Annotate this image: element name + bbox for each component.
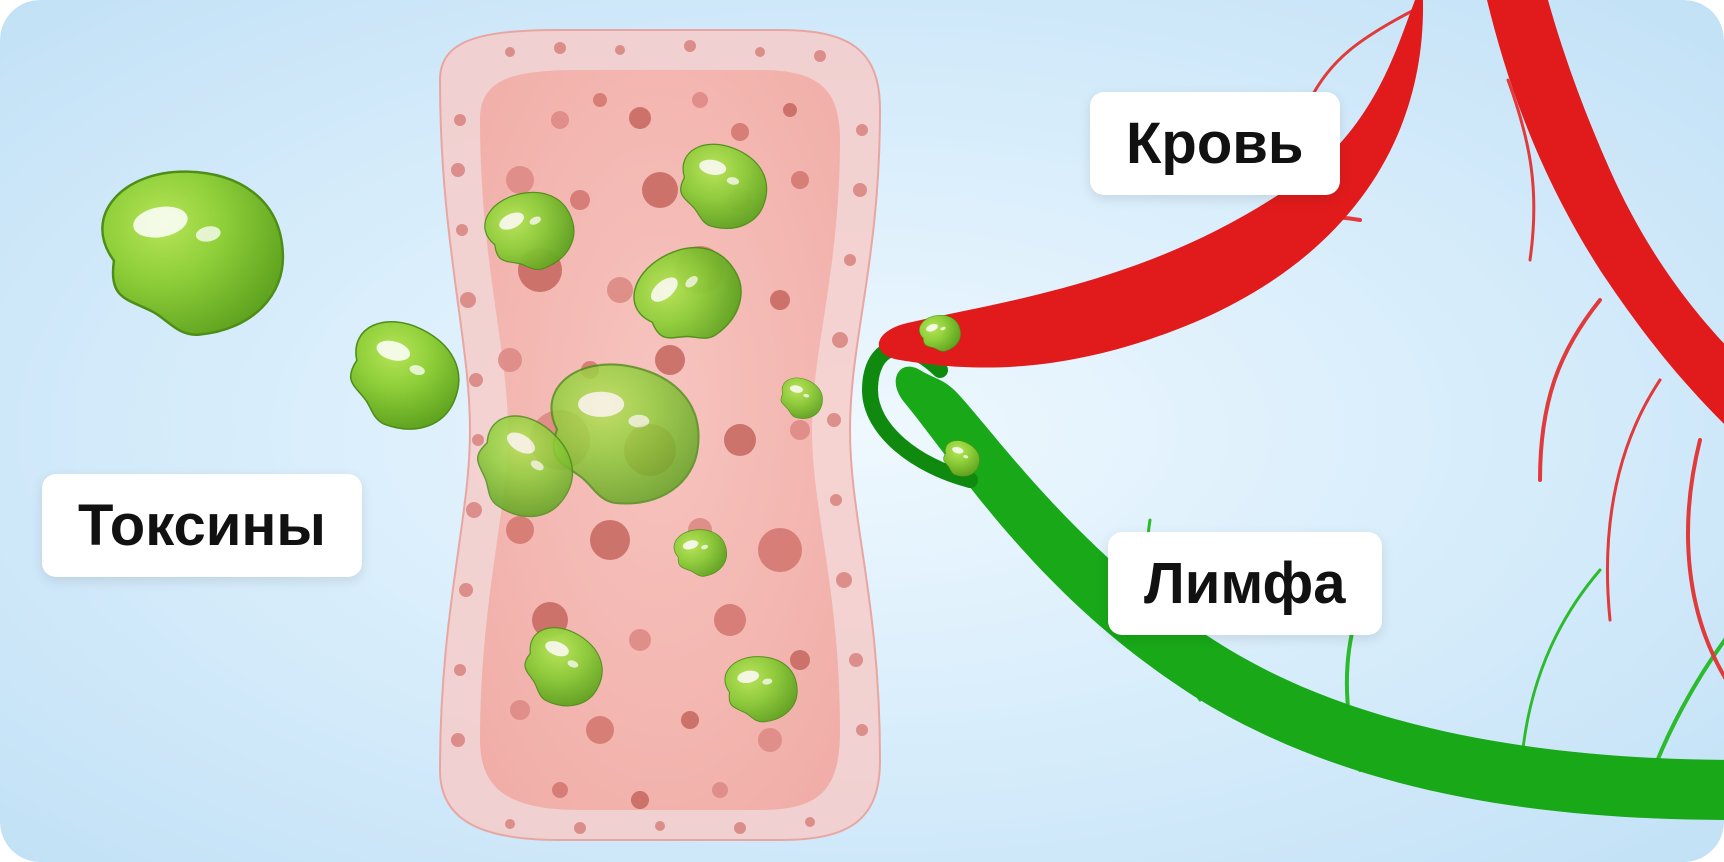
label-toxins: Токсины	[42, 474, 362, 577]
label-lymph: Лимфа	[1108, 532, 1382, 635]
label-blood: Кровь	[1090, 92, 1340, 195]
diagram-svg	[0, 0, 1724, 862]
diagram-canvas: Токсины Кровь Лимфа	[0, 0, 1724, 862]
